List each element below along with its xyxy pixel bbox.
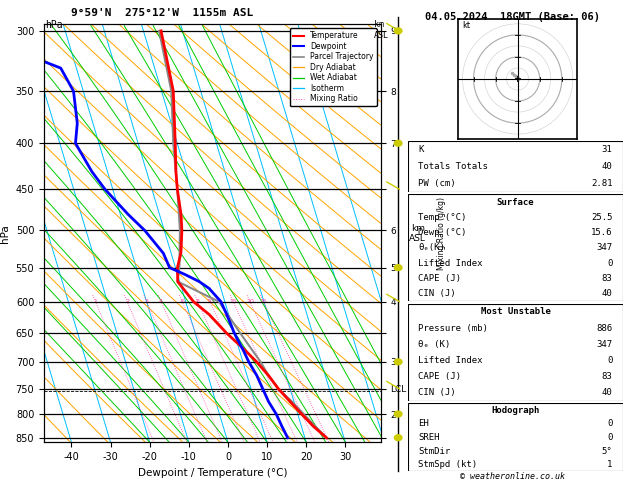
Text: 9°59'N  275°12'W  1155m ASL: 9°59'N 275°12'W 1155m ASL xyxy=(71,8,253,18)
Text: 83: 83 xyxy=(602,274,613,283)
Text: 347: 347 xyxy=(596,340,613,349)
Text: 15: 15 xyxy=(229,299,237,304)
Text: 8: 8 xyxy=(196,299,199,304)
Text: 2.81: 2.81 xyxy=(591,179,613,188)
Y-axis label: km
ASL: km ASL xyxy=(409,224,426,243)
Text: Surface: Surface xyxy=(497,197,534,207)
Text: hPa: hPa xyxy=(45,20,62,31)
Text: Most Unstable: Most Unstable xyxy=(481,307,550,316)
Text: 0: 0 xyxy=(607,356,613,365)
Text: SREH: SREH xyxy=(418,433,440,442)
Text: CIN (J): CIN (J) xyxy=(418,289,456,298)
Text: CIN (J): CIN (J) xyxy=(418,388,456,398)
Text: StmDir: StmDir xyxy=(418,447,450,455)
Text: EH: EH xyxy=(418,419,429,428)
Text: © weatheronline.co.uk: © weatheronline.co.uk xyxy=(460,472,565,481)
Text: km
ASL: km ASL xyxy=(374,20,389,40)
Text: 40: 40 xyxy=(602,289,613,298)
Text: 40: 40 xyxy=(602,388,613,398)
Text: 83: 83 xyxy=(602,372,613,381)
Text: StmSpd (kt): StmSpd (kt) xyxy=(418,460,477,469)
Text: Lifted Index: Lifted Index xyxy=(418,259,483,268)
Text: CAPE (J): CAPE (J) xyxy=(418,372,462,381)
Text: 3: 3 xyxy=(145,299,149,304)
Text: 1: 1 xyxy=(607,460,613,469)
Text: 40: 40 xyxy=(602,162,613,171)
Text: 0: 0 xyxy=(607,433,613,442)
Text: 10: 10 xyxy=(206,299,214,304)
Text: 886: 886 xyxy=(596,324,613,332)
Text: θₑ(K): θₑ(K) xyxy=(418,243,445,252)
Text: 25.5: 25.5 xyxy=(591,213,613,222)
Text: Temp (°C): Temp (°C) xyxy=(418,213,467,222)
Text: K: K xyxy=(418,145,424,154)
Text: Mixing Ratio (g/kg): Mixing Ratio (g/kg) xyxy=(437,197,445,270)
Text: 6: 6 xyxy=(181,299,184,304)
Text: Lifted Index: Lifted Index xyxy=(418,356,483,365)
Text: Pressure (mb): Pressure (mb) xyxy=(418,324,488,332)
Text: 347: 347 xyxy=(596,243,613,252)
Y-axis label: hPa: hPa xyxy=(0,224,10,243)
Text: Totals Totals: Totals Totals xyxy=(418,162,488,171)
Text: 0: 0 xyxy=(607,259,613,268)
Legend: Temperature, Dewpoint, Parcel Trajectory, Dry Adiabat, Wet Adiabat, Isotherm, Mi: Temperature, Dewpoint, Parcel Trajectory… xyxy=(289,28,377,106)
Text: 31: 31 xyxy=(602,145,613,154)
X-axis label: Dewpoint / Temperature (°C): Dewpoint / Temperature (°C) xyxy=(138,468,287,478)
Text: PW (cm): PW (cm) xyxy=(418,179,456,188)
Text: 1: 1 xyxy=(94,299,97,304)
Text: 2: 2 xyxy=(125,299,129,304)
Text: 20: 20 xyxy=(246,299,254,304)
Text: 04.05.2024  18GMT (Base: 06): 04.05.2024 18GMT (Base: 06) xyxy=(425,12,600,22)
Text: Hodograph: Hodograph xyxy=(491,406,540,415)
Text: 25: 25 xyxy=(260,299,267,304)
Text: θₑ (K): θₑ (K) xyxy=(418,340,450,349)
Text: kt: kt xyxy=(462,21,470,30)
Text: 15.6: 15.6 xyxy=(591,228,613,237)
Text: CAPE (J): CAPE (J) xyxy=(418,274,462,283)
Text: 5°: 5° xyxy=(602,447,613,455)
Text: Dewp (°C): Dewp (°C) xyxy=(418,228,467,237)
Text: 4: 4 xyxy=(159,299,163,304)
Text: 0: 0 xyxy=(607,419,613,428)
